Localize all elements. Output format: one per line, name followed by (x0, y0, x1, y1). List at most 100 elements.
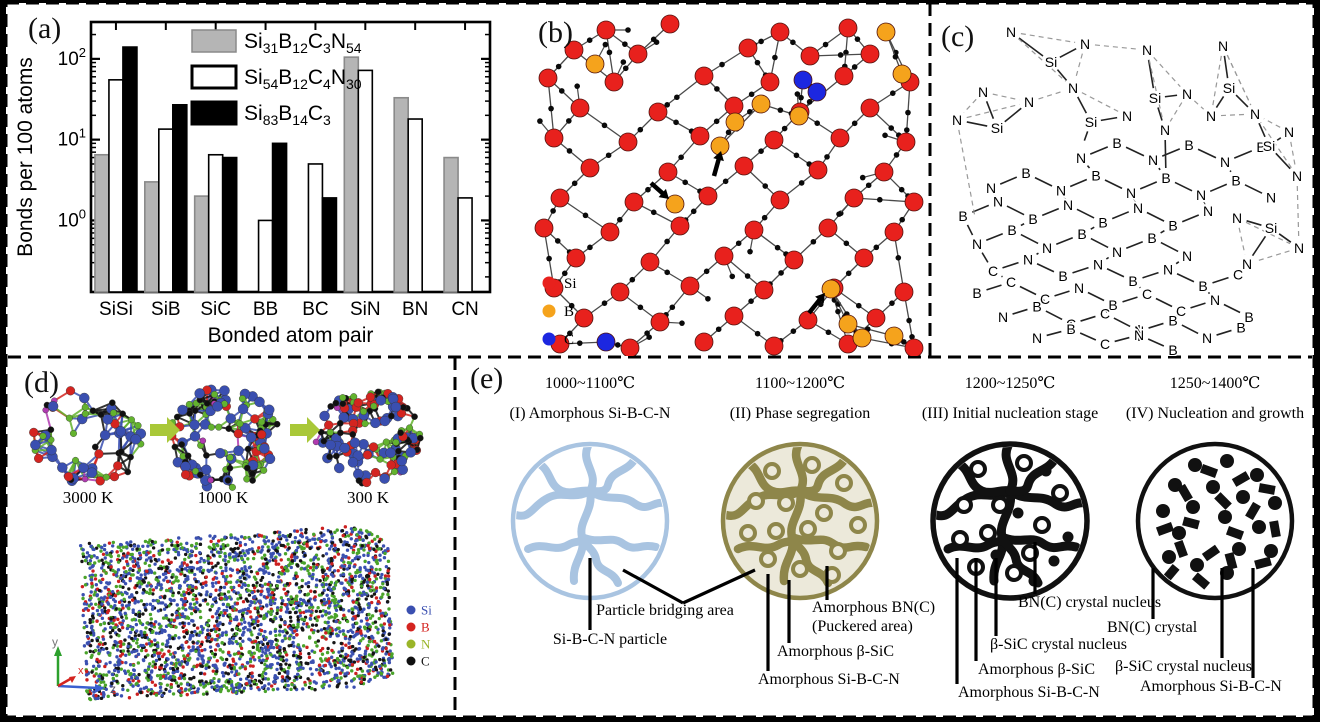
atom (660, 14, 680, 34)
svg-text:100: 100 (58, 206, 86, 231)
atom-label-B: B (1161, 170, 1170, 186)
legend-swatch-Si83B14C3 (190, 100, 238, 126)
x-tick-label: BC (302, 299, 328, 320)
transition-arrow (290, 417, 320, 443)
atom-label-N: N (1134, 327, 1144, 343)
snapshot-label: 300 K (347, 488, 390, 507)
bar-SiN-Si31B12C3N54 (343, 56, 360, 293)
atom (550, 188, 570, 208)
annotation-text: (Puckered area) (812, 618, 913, 635)
atom-label-N: N (1284, 124, 1294, 140)
panel-label-a: (a) (28, 12, 62, 45)
snapshot-label: 3000 K (63, 488, 114, 507)
atom-label-N: N (1122, 108, 1132, 124)
atom-label-N: N (1250, 106, 1260, 122)
x-tick-label: SiSi (99, 299, 133, 320)
legend-dot-N (406, 639, 416, 649)
annotation-text: Particle bridging area (596, 602, 734, 619)
stage-title: (II) Phase segregation (730, 405, 870, 422)
atom (600, 222, 620, 242)
panel-e-crystallization-stages: 1000~1100℃ (I) Amorphous Si-B-C-N 1100~120… (510, 375, 1305, 701)
atom-label-N: N (1218, 38, 1228, 54)
atom-label-N: N (1006, 24, 1016, 40)
atom-label-B: B (1007, 222, 1016, 238)
atom-label-N: N (998, 309, 1008, 325)
annotation-text: Amorphous Si-B-C-N (1140, 678, 1282, 695)
legend-dot-Si (542, 276, 556, 290)
atom-label-N: N (1196, 187, 1206, 203)
atom-label-N: N (1134, 323, 1144, 339)
atom-label-C: C (1233, 267, 1243, 283)
atom-label-N: N (1133, 200, 1143, 216)
bar-chart: 100 101 102 SiSi SiB SiC BB BC SiN BN CN Bonded ato… (14, 20, 492, 347)
atom-label-Si: Si (991, 120, 1003, 136)
atom (658, 162, 678, 182)
atom (628, 44, 648, 64)
atom-label-B: B (1128, 273, 1137, 289)
atom-label-N: N (1266, 190, 1276, 206)
atom-label-B: B (1184, 137, 1193, 153)
atom (852, 328, 872, 348)
atom (734, 156, 754, 176)
axis-triad: yxz (52, 635, 116, 696)
atom-label-B: B (1077, 226, 1086, 242)
atom (698, 186, 718, 206)
atom (620, 338, 640, 356)
svg-text:102: 102 (58, 45, 86, 70)
atom-label-B: B (1108, 297, 1117, 313)
bar-SiC-Si54B12C4N30 (207, 153, 224, 293)
atom (744, 220, 764, 240)
atom (596, 20, 616, 40)
atom (789, 106, 809, 126)
atom-label-Si: Si (1149, 90, 1161, 106)
atom-label-C: C (1100, 336, 1110, 352)
atom-label-N: N (1068, 80, 1078, 96)
panel-a-bond-chart: 100 101 102 SiSi SiB SiC BB BC SiN BN CN Bonded ato… (14, 20, 492, 347)
atom-label-Si: Si (1085, 114, 1097, 130)
bar-CN-Si54B12C4N30 (457, 197, 473, 293)
panel-label-c: (c) (941, 20, 975, 53)
atomic-network: Si BC (534, 14, 924, 356)
atom (640, 252, 660, 272)
atom (650, 312, 670, 332)
atom-label-N: N (1232, 210, 1242, 226)
stage-temp: 1000~1100℃ (545, 375, 635, 392)
annotation-text: β-SiC crystal nucleus (1115, 658, 1252, 675)
atom-label-N: N (1250, 106, 1260, 122)
transition-arrow (150, 417, 180, 443)
atom-label-B: B (1231, 172, 1240, 188)
annotation-text: Amorphous BN(C) (812, 599, 935, 616)
atom-label-B: B (1244, 309, 1253, 325)
atom-label-N: N (1126, 185, 1136, 201)
bar-CN-Si31B12C3N54 (443, 156, 459, 293)
legend-dot-C (542, 332, 556, 346)
x-tick-label: SiC (200, 299, 231, 320)
legend-label-Si: Si (564, 276, 577, 292)
bar-SiSi-Si83B14C3 (122, 46, 138, 293)
atom (884, 222, 904, 242)
structure-schematic: NBNBNBNBNBNBNBNBNBNBNBNNBNBNBNCNBNBNBCBC… (950, 23, 1305, 357)
atom-label-N: N (1220, 154, 1230, 170)
bar-BC-Si83B14C3 (321, 197, 338, 293)
atom-label-B: B (1058, 268, 1067, 284)
atom-label-N: N (1202, 330, 1212, 346)
legend-label-B: B (421, 620, 430, 635)
panel-label-e: (e) (470, 362, 504, 395)
atom-label-N: N (1294, 240, 1304, 256)
atom-label-N: N (1242, 256, 1252, 272)
legend-label-Si54B12C4N30: Si54​B12​C4​N30​ (244, 66, 362, 92)
annotation-text: Si-B-C-N particle (553, 631, 667, 648)
bar-BB-Si54B12C4N30 (257, 219, 274, 293)
bar-BN-Si54B12C4N30 (407, 118, 423, 293)
atom (760, 72, 780, 92)
atom-label-B: B (1168, 313, 1177, 329)
atom (751, 94, 771, 114)
atom-label-N: N (1210, 292, 1220, 308)
annotation-line (622, 568, 684, 605)
atom (538, 68, 558, 88)
atom (854, 248, 874, 268)
atom-label-B: B (1091, 168, 1100, 184)
atom (904, 192, 924, 212)
